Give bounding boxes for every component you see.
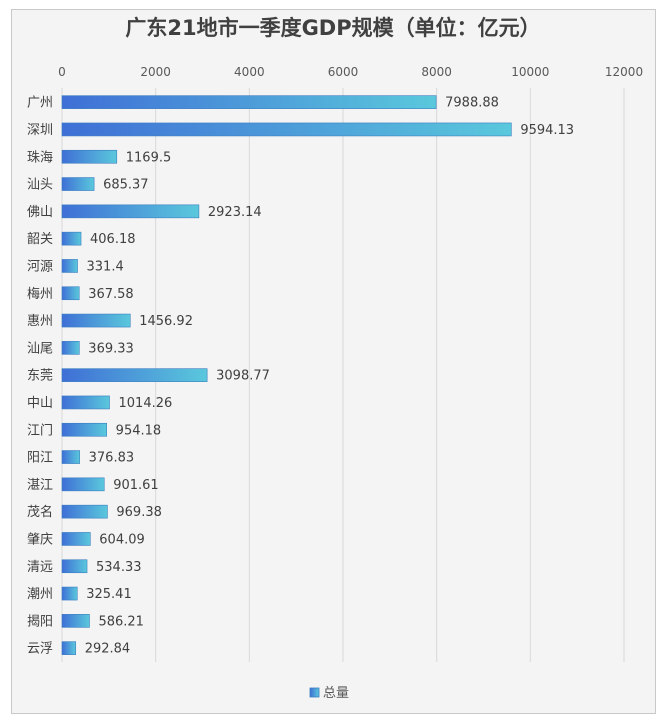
x-tick-label: 2000	[140, 65, 171, 79]
category-label: 中山	[27, 396, 53, 411]
category-label: 东莞	[27, 369, 53, 384]
category-label: 韶关	[27, 231, 53, 247]
bar	[61, 504, 108, 519]
bar	[61, 641, 77, 655]
x-tick-label: 6000	[328, 65, 359, 79]
x-tick-label: 8000	[421, 65, 452, 79]
bar	[61, 122, 512, 137]
bar	[61, 532, 91, 546]
data-label: 3098.77	[216, 369, 270, 384]
data-label: 7988.88	[445, 96, 499, 111]
bar	[61, 95, 437, 109]
bar	[61, 368, 208, 382]
labels: 广州 7988.88 深圳 9594.13 珠海 1169.5 汕头 685.37 佛山 2923…	[27, 96, 574, 657]
data-label: 406.18	[90, 232, 136, 247]
data-label: 292.84	[85, 642, 131, 657]
category-label: 河源	[27, 259, 53, 274]
category-label: 清远	[27, 560, 53, 575]
category-label: 阳江	[27, 451, 53, 466]
bars	[61, 95, 512, 655]
gridlines	[61, 88, 625, 662]
x-axis-ticks: 0 2000 4000 6000 8000 10000 12000	[58, 65, 643, 79]
category-label: 珠海	[27, 150, 53, 165]
data-label: 901.61	[113, 478, 159, 493]
bar	[61, 450, 80, 464]
category-label: 广州	[27, 96, 53, 111]
category-label: 云浮	[27, 642, 53, 657]
bar	[61, 586, 78, 601]
category-label: 江门	[27, 423, 53, 438]
category-label: 深圳	[27, 123, 53, 138]
chart-title: 广东21地市一季度GDP规模（单位：亿元）	[125, 16, 541, 40]
bar	[61, 341, 80, 355]
data-label: 586.21	[98, 614, 143, 629]
data-label: 2923.14	[208, 205, 262, 220]
data-label: 331.4	[87, 259, 124, 274]
data-label: 604.09	[99, 532, 145, 547]
legend-label: 总量	[323, 686, 349, 701]
bar	[61, 259, 78, 273]
data-label: 1169.5	[126, 150, 171, 165]
legend-swatch	[309, 687, 320, 698]
data-label: 376.83	[89, 451, 135, 466]
data-label: 1456.92	[139, 314, 193, 329]
category-label: 揭阳	[27, 614, 53, 629]
bar	[61, 422, 107, 437]
data-label: 9594.13	[520, 123, 574, 138]
bar	[61, 204, 200, 219]
data-label: 954.18	[116, 423, 162, 438]
category-label: 潮州	[27, 587, 53, 602]
category-label: 汕尾	[27, 341, 53, 356]
data-label: 367.58	[88, 287, 134, 302]
bar	[61, 395, 110, 410]
bar	[61, 149, 118, 164]
category-label: 汕头	[27, 178, 53, 193]
data-label: 685.37	[103, 178, 149, 193]
data-label: 325.41	[86, 587, 132, 602]
category-label: 湛江	[27, 478, 53, 493]
x-tick-label: 12000	[605, 65, 643, 79]
data-label: 369.33	[88, 341, 134, 356]
legend: 总量	[309, 686, 349, 701]
category-label: 梅州	[27, 287, 53, 302]
data-label: 534.33	[96, 560, 141, 575]
x-tick-label: 0	[58, 65, 66, 79]
category-label: 肇庆	[27, 532, 53, 547]
bar	[61, 313, 131, 328]
category-label: 茂名	[27, 504, 53, 520]
data-label: 969.38	[116, 505, 161, 520]
x-tick-label: 4000	[234, 65, 265, 79]
bar	[61, 477, 105, 492]
bar	[61, 286, 80, 301]
data-label: 1014.26	[119, 396, 173, 411]
bar	[61, 559, 88, 574]
x-tick-label: 10000	[511, 65, 549, 79]
bar	[61, 614, 90, 628]
bar	[61, 177, 95, 191]
category-label: 惠州	[27, 314, 53, 329]
category-label: 佛山	[27, 205, 53, 220]
bar	[61, 231, 82, 246]
